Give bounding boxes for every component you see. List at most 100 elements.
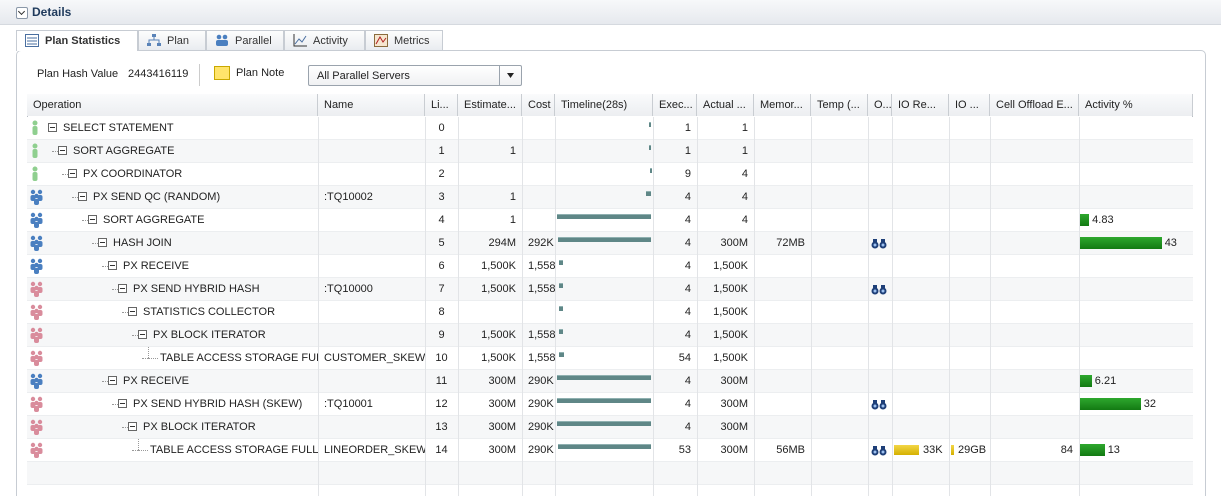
io-bar xyxy=(951,445,954,455)
column-header[interactable]: Estimate... xyxy=(458,94,522,116)
collapse-node[interactable] xyxy=(128,307,137,316)
tab-label: Plan Statistics xyxy=(45,35,121,47)
plan-note[interactable]: Plan Note xyxy=(236,67,285,79)
column-header[interactable]: Temp (... xyxy=(811,94,868,116)
timeline-bar xyxy=(648,122,651,127)
cell-actual: 1,500K xyxy=(713,352,748,364)
column-header[interactable]: Memor... xyxy=(754,94,811,116)
cell-est: 1 xyxy=(509,191,516,203)
operation-text: PX BLOCK ITERATOR xyxy=(143,421,256,433)
operation-text: SORT AGGREGATE xyxy=(103,214,205,226)
column-header[interactable]: Timeline(28s) xyxy=(555,94,653,116)
cell-line: 3 xyxy=(438,191,445,203)
timeline-bar xyxy=(559,260,564,265)
offload-icon xyxy=(871,239,887,249)
cell-exec: 4 xyxy=(684,283,691,295)
column-header[interactable]: Name xyxy=(318,94,425,116)
cell-actual: 300M xyxy=(720,237,748,249)
operation-text: STATISTICS COLLECTOR xyxy=(143,306,276,318)
cell-est: 1,500K xyxy=(481,283,516,295)
server-icon xyxy=(30,373,43,389)
cell-actual: 300M xyxy=(720,444,748,456)
tab-label: Parallel xyxy=(235,35,272,47)
collapse-node[interactable] xyxy=(108,376,117,385)
column-header[interactable]: Activity % xyxy=(1079,94,1193,116)
server-icon xyxy=(30,212,43,228)
minus-sign xyxy=(110,265,115,266)
cell-exec: 4 xyxy=(684,214,691,226)
cell-line: 11 xyxy=(435,375,448,387)
server-icon xyxy=(32,120,38,135)
tab[interactable]: Metrics xyxy=(365,30,443,50)
server-icon xyxy=(30,442,43,458)
server-icon xyxy=(30,258,43,274)
collapse-node[interactable] xyxy=(118,284,127,293)
column-header[interactable]: Cost xyxy=(522,94,555,116)
operation-text: PX SEND QC (RANDOM) xyxy=(93,191,221,203)
tree-connector xyxy=(52,151,58,152)
collapse-node[interactable] xyxy=(138,330,147,339)
column-header[interactable]: IO ... xyxy=(949,94,990,116)
collapse-node[interactable] xyxy=(98,238,107,247)
collapse-node[interactable] xyxy=(108,261,117,270)
collapse-toggle[interactable] xyxy=(16,7,28,19)
timeline-bar xyxy=(557,421,651,426)
activity-label: 6.21 xyxy=(1094,375,1117,387)
separator xyxy=(199,64,200,86)
tree-connector xyxy=(112,289,118,290)
collapse-node[interactable] xyxy=(48,123,57,132)
tab[interactable]: Plan xyxy=(138,30,206,50)
tab[interactable]: Plan Statistics xyxy=(16,30,138,51)
minus-sign xyxy=(50,127,55,128)
column-divider xyxy=(868,117,869,496)
tab-label: Metrics xyxy=(394,35,430,47)
operation-text: PX RECEIVE xyxy=(123,260,190,272)
minus-sign xyxy=(110,380,115,381)
column-header[interactable]: Li... xyxy=(425,94,458,116)
tree-connector xyxy=(112,404,118,405)
dropdown-arrow xyxy=(507,73,514,78)
select-button[interactable] xyxy=(499,66,521,85)
column-header[interactable]: O... xyxy=(868,94,892,116)
tab[interactable]: Parallel xyxy=(206,30,284,50)
hash-label: Plan Hash Value xyxy=(37,68,119,80)
cell-cost: 1,558 xyxy=(528,352,555,364)
operation-cell: HASH JOIN xyxy=(27,232,318,255)
column-header[interactable]: Actual ... xyxy=(697,94,754,116)
cell-exec: 1 xyxy=(684,145,691,157)
cell-cost: 1,558 xyxy=(528,329,555,341)
timeline-bar xyxy=(557,214,651,219)
tab[interactable]: Activity xyxy=(284,30,365,50)
operation-cell: PX RECEIVE xyxy=(27,255,318,278)
header-title: Details xyxy=(32,5,72,19)
minus-sign xyxy=(130,426,135,427)
column-header[interactable]: Cell Offload E... xyxy=(990,94,1079,116)
operation-cell: SORT AGGREGATE xyxy=(27,209,318,232)
tree-connector xyxy=(142,358,148,359)
offload-icon xyxy=(871,446,887,456)
server-icon xyxy=(32,143,38,158)
server-icon xyxy=(30,396,43,412)
cell-line: 6 xyxy=(438,260,445,272)
cell-actual: 4 xyxy=(741,214,748,226)
operation-cell: PX SEND QC (RANDOM) xyxy=(27,186,318,209)
operation-cell: TABLE ACCESS STORAGE FULL xyxy=(27,347,318,370)
cell-exec: 4 xyxy=(684,398,691,410)
collapse-node[interactable] xyxy=(118,399,127,408)
server-select[interactable]: All Parallel Servers xyxy=(308,65,522,86)
cell-est: 300M xyxy=(488,398,516,410)
collapse-node[interactable] xyxy=(58,146,67,155)
collapse-node[interactable] xyxy=(88,215,97,224)
table-row xyxy=(27,485,1193,496)
minus-sign xyxy=(100,242,105,243)
server-icon xyxy=(32,166,38,181)
column-header[interactable]: Operation xyxy=(27,94,318,116)
plan-note-icon[interactable] xyxy=(214,66,230,80)
column-header[interactable]: IO Re... xyxy=(892,94,949,116)
column-divider xyxy=(555,117,556,496)
collapse-node[interactable] xyxy=(128,422,137,431)
column-header[interactable]: Exec... xyxy=(653,94,697,116)
collapse-node[interactable] xyxy=(68,169,77,178)
collapse-node[interactable] xyxy=(78,192,87,201)
